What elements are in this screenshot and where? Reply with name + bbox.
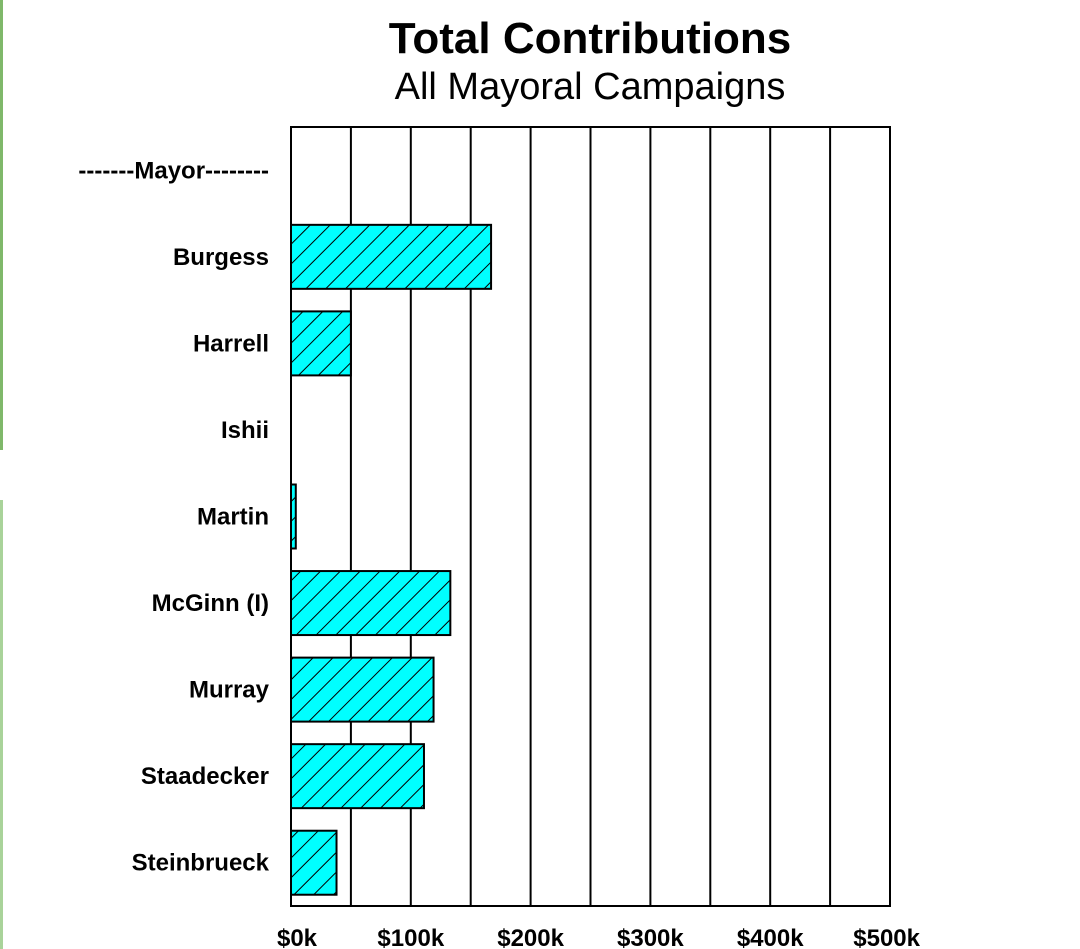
category-label: McGinn (I) — [152, 590, 269, 617]
window-edge — [0, 500, 3, 949]
bar — [290, 829, 338, 896]
x-axis-ticks: $0k $100k $200k $300k $400k $500k — [277, 925, 921, 949]
window-edge — [0, 0, 3, 450]
x-tick-label: $500k — [853, 925, 920, 949]
x-tick-label: $0k — [277, 925, 318, 949]
category-label: Martin — [197, 504, 269, 531]
category-labels: -------Mayor-------- Burgess Harrell Ishii M… — [78, 157, 269, 876]
category-label: Harrell — [193, 330, 269, 357]
category-label: -------Mayor-------- — [78, 157, 269, 184]
category-label: Burgess — [173, 244, 269, 271]
plot-area-border — [290, 126, 891, 907]
bar — [290, 223, 493, 290]
chart-title: Total Contributions — [388, 14, 792, 63]
bar — [290, 570, 452, 637]
bar — [290, 743, 425, 810]
category-label: Ishii — [221, 417, 269, 444]
x-tick-label: $100k — [377, 925, 444, 949]
x-tick-label: $200k — [497, 925, 564, 949]
x-tick-label: $300k — [617, 925, 684, 949]
bar — [290, 310, 352, 377]
category-label: Steinbrueck — [132, 850, 270, 877]
x-tick-label: $400k — [737, 925, 804, 949]
bar — [290, 656, 435, 723]
bars — [290, 223, 493, 896]
category-label: Murray — [189, 677, 270, 704]
chart-subtitle: All Mayoral Campaigns — [394, 66, 786, 108]
category-label: Staadecker — [141, 763, 269, 790]
